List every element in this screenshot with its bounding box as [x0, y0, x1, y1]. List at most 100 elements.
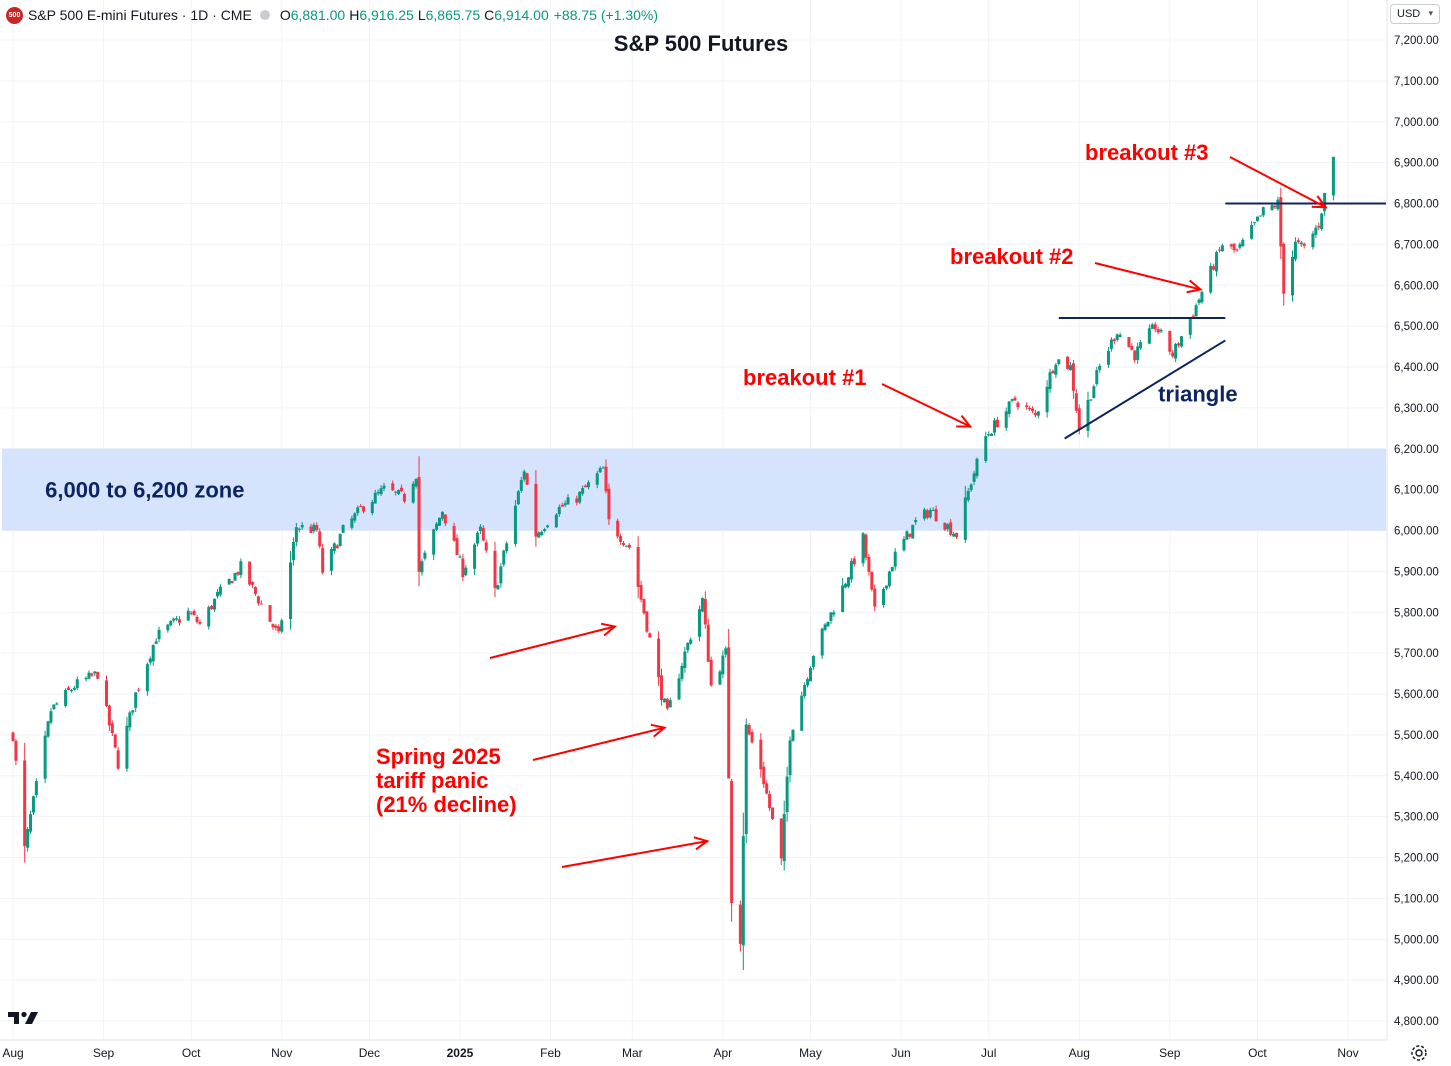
candle-up — [1010, 399, 1014, 401]
candlestick-series — [11, 156, 1335, 970]
candle-up — [984, 436, 988, 461]
candle-up — [540, 531, 544, 535]
candle-up — [1314, 227, 1318, 235]
candle-up — [993, 420, 997, 433]
candle-up — [543, 529, 547, 532]
candle-down — [560, 504, 564, 507]
y-tick-label: 5,100.00 — [1394, 893, 1439, 905]
currency-selector[interactable]: USD ▾ — [1390, 4, 1440, 24]
candle-up — [554, 514, 558, 528]
candle-up — [34, 781, 38, 796]
candle-down — [1229, 244, 1233, 247]
candle-up — [69, 690, 73, 692]
candle-down — [309, 526, 313, 533]
candle-down — [1235, 249, 1239, 251]
candle-down — [627, 544, 631, 548]
candle-up — [803, 685, 807, 697]
candle-up — [1270, 205, 1274, 210]
candle-up — [1106, 350, 1110, 365]
candle-up — [1048, 372, 1052, 390]
y-tick-label: 5,600.00 — [1394, 689, 1439, 701]
candle-down — [1273, 205, 1277, 208]
tariff-panic-label: tariff panic — [376, 768, 488, 793]
tradingview-logo-icon[interactable] — [8, 1010, 40, 1026]
candle-up — [829, 612, 833, 621]
candle-down — [318, 531, 322, 547]
candle-down — [359, 506, 363, 508]
candle-down — [1282, 243, 1286, 294]
candle-down — [1302, 243, 1306, 246]
candle-up — [64, 690, 68, 707]
candle-up — [718, 671, 722, 685]
breakout-3-label: breakout #3 — [1085, 140, 1209, 165]
candle-up — [294, 527, 298, 543]
high-label: H — [349, 7, 360, 23]
candle-up — [341, 525, 345, 533]
candle-up — [1179, 336, 1183, 347]
candle-up — [800, 695, 804, 731]
candle-down — [648, 633, 652, 638]
candle-down — [236, 572, 240, 575]
candle-down — [271, 624, 275, 628]
candle-up — [946, 524, 950, 530]
candle-up — [557, 506, 561, 515]
symbol-title[interactable]: S&P 500 E-mini Futures · 1D · CME — [28, 7, 252, 23]
candle-down — [925, 510, 929, 518]
candle-down — [90, 673, 94, 676]
candle-up — [1197, 299, 1201, 303]
settings-icon[interactable] — [1410, 1044, 1428, 1062]
chart-title: S&P 500 Futures — [614, 31, 788, 56]
candle-up — [744, 724, 748, 835]
candle-up — [1004, 411, 1008, 428]
candle-down — [1025, 405, 1029, 408]
close-label: C — [484, 7, 495, 23]
candle-down — [14, 740, 18, 761]
candle-up — [29, 814, 33, 832]
candle-down — [727, 647, 731, 779]
candle-up — [52, 704, 56, 710]
candle-down — [178, 619, 182, 623]
candle-up — [1290, 257, 1294, 296]
candle-down — [1127, 337, 1131, 348]
candle-down — [230, 581, 234, 584]
open-label: O — [279, 7, 291, 23]
candle-up — [841, 585, 845, 612]
candle-down — [1279, 197, 1283, 247]
candle-down — [1112, 339, 1116, 342]
spring-2025-label: Spring 2025 — [376, 744, 501, 769]
candle-down — [534, 483, 538, 537]
candle-down — [709, 659, 713, 686]
candle-up — [1118, 334, 1122, 338]
candle-up — [145, 664, 149, 692]
candle-up — [1320, 213, 1324, 230]
candle-down — [1217, 249, 1221, 251]
candle-down — [706, 624, 710, 662]
candle-up — [499, 566, 503, 584]
x-tick-label: Apr — [714, 1046, 733, 1060]
x-tick-label: Dec — [359, 1046, 380, 1060]
candle-up — [519, 480, 523, 491]
candle-up — [1089, 399, 1093, 401]
candle-up — [1261, 207, 1265, 216]
candle-down — [1130, 345, 1134, 350]
candle-up — [46, 721, 50, 737]
candle-up — [808, 667, 812, 682]
candle-up — [186, 610, 190, 621]
candle-up — [846, 577, 850, 587]
candle-up — [928, 509, 932, 518]
candle-up — [914, 519, 918, 523]
candle-down — [616, 520, 620, 537]
candle-up — [884, 585, 888, 589]
candle-up — [420, 561, 424, 573]
breakout-3-arrow — [1229, 156, 1327, 209]
candle-up — [26, 829, 30, 848]
candle-up — [84, 678, 88, 680]
candle-up — [844, 583, 848, 588]
candle-down — [604, 466, 608, 492]
candle-up — [922, 509, 926, 519]
y-tick-label: 5,000.00 — [1394, 934, 1439, 946]
candle-down — [104, 680, 108, 707]
symbol-header[interactable]: 500 S&P 500 E-mini Futures · 1D · CME O … — [6, 5, 658, 25]
